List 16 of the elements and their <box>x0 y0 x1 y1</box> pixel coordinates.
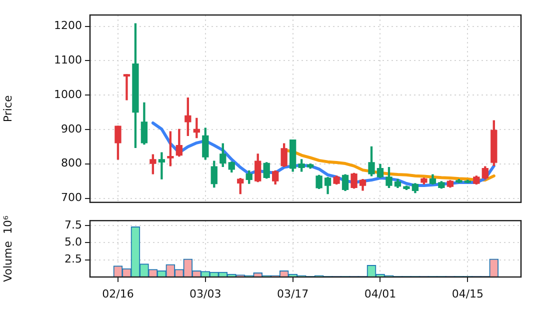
y-axis-title: Price <box>1 95 14 122</box>
y-tick-label: 2.5 <box>64 252 82 266</box>
y-tick-label: 1200 <box>54 19 82 32</box>
x-tick-label: 04/01 <box>364 287 396 300</box>
y-tick-label: 7.5 <box>64 218 82 232</box>
y-tick-label: 900 <box>61 122 82 136</box>
y-tick-label: 800 <box>61 156 82 170</box>
y-axis-title: Volume 10⁶ <box>1 215 14 282</box>
x-tick-label: 04/15 <box>452 287 484 300</box>
y-tick-label: 1100 <box>54 54 82 67</box>
x-tick-label: 02/16 <box>102 287 134 300</box>
x-tick-label: 03/17 <box>276 287 309 300</box>
y-tick-label: 5.0 <box>64 235 82 248</box>
y-tick-label: 700 <box>61 191 82 204</box>
x-tick-label: 03/03 <box>190 287 222 300</box>
y-tick-label: 1000 <box>54 88 82 101</box>
